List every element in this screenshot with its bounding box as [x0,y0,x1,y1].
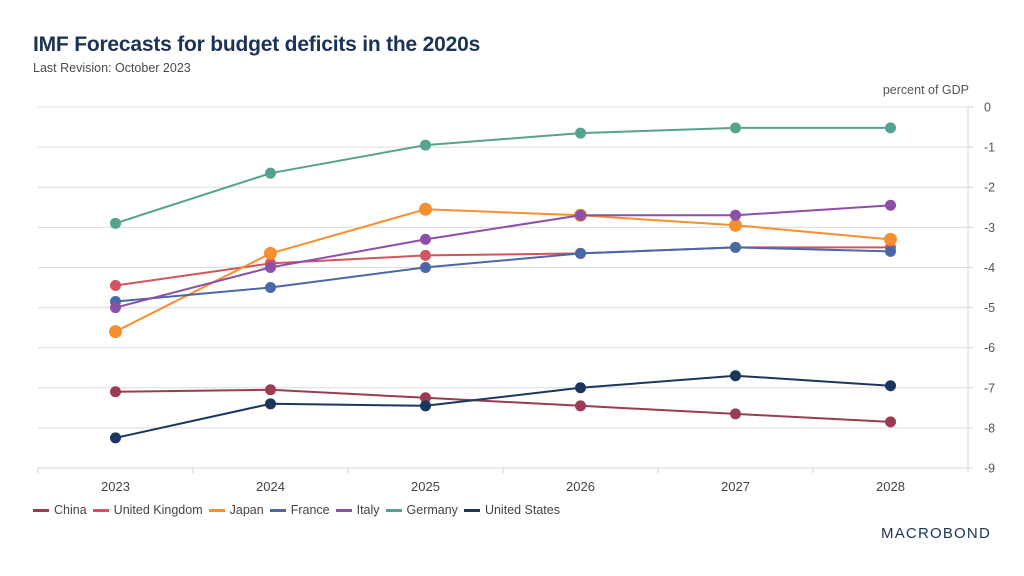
data-point [420,261,431,273]
series-line [115,374,891,439]
data-point [730,209,741,221]
data-point [730,122,741,134]
data-point [884,232,897,246]
x-tick-label: 2027 [721,479,750,494]
y-tick-label: -3 [984,221,995,235]
x-tick-label: 2026 [566,479,595,494]
data-point [265,261,276,273]
data-point [110,302,121,314]
legend-label: Italy [356,503,380,517]
series-china [110,384,896,428]
data-point [575,247,586,259]
legend: China United Kingdom Japan France Italy Germa… [33,503,566,517]
data-point [575,382,586,394]
data-point [265,167,276,179]
legend-swatch [463,508,480,512]
legend-item: Italy [335,503,380,517]
data-point [729,218,742,232]
legend-item: Japan [208,503,264,517]
data-point [109,325,122,339]
series-line [115,388,891,423]
x-tick-label: 2023 [101,479,130,494]
legend-label: Japan [229,503,264,517]
data-point [265,282,276,293]
data-point [885,380,896,392]
y-tick-label: -7 [984,381,995,395]
data-point [264,246,277,260]
y-axis-unit-label: percent of GDP [882,83,969,97]
legend-swatch [269,508,286,512]
y-tick-label: -9 [984,462,995,476]
legend-label: Germany [406,503,458,517]
y-tick-label: 0 [984,101,991,115]
x-tick-label: 2024 [256,479,285,494]
y-tick-label: -8 [984,421,995,435]
y-tick-label: -6 [984,341,995,355]
data-point [420,249,431,261]
data-point [420,400,431,412]
legend-swatch [335,508,352,512]
legend-swatch [385,508,402,512]
macrobond-logo: MACROBOND [881,525,991,542]
series-line [115,126,891,225]
legend-label: France [290,503,330,517]
legend-item: United Kingdom [92,503,203,517]
legend-item: Germany [385,503,458,517]
series-germany [110,122,896,229]
data-point [885,245,896,257]
legend-item: United States [463,503,560,517]
y-tick-label: -1 [984,141,995,155]
data-point [575,127,586,139]
data-point [420,233,431,245]
legend-label: United States [484,503,560,517]
series-line [115,246,891,303]
data-point [885,122,896,134]
axes: 0 -1 -2 -3 -4 -5 -6 -7 -8 -9 2023 2024 2025 2026 2027 2… [37,101,995,494]
series-italy [110,199,896,314]
series-line [115,208,891,333]
legend-item: China [33,503,87,517]
legend-label: China [54,503,87,517]
legend-label: United Kingdom [113,503,203,517]
chart-title: IMF Forecasts for budget deficits in the… [33,33,481,56]
data-point [110,217,121,229]
legend-swatch [92,508,109,512]
series-line [115,204,891,309]
data-point [730,408,741,420]
data-point [575,400,586,412]
legend-item: France [269,503,330,517]
legend-swatch [208,508,225,512]
series-japan [109,202,897,339]
data-point [110,279,121,291]
series-line [115,246,891,287]
y-tick-label: -4 [984,261,995,275]
data-point [575,209,586,221]
data-point [265,398,276,410]
data-point [110,386,121,398]
data-point [730,370,741,382]
data-point [419,202,432,216]
data-point [885,199,896,211]
gridlines [38,106,968,429]
legend-swatch [33,508,49,512]
y-tick-label: -2 [984,181,995,195]
data-point [885,416,896,428]
x-tick-label: 2028 [876,479,905,494]
data-point [730,241,741,253]
series-group [109,122,897,444]
series-united-states [110,370,896,444]
data-point [110,432,121,444]
data-point [265,384,276,396]
y-tick-label: -5 [984,301,995,315]
x-tick-label: 2025 [411,479,440,494]
data-point [420,392,431,404]
data-point [420,139,431,151]
chart-subtitle: Last Revision: October 2023 [33,61,191,75]
